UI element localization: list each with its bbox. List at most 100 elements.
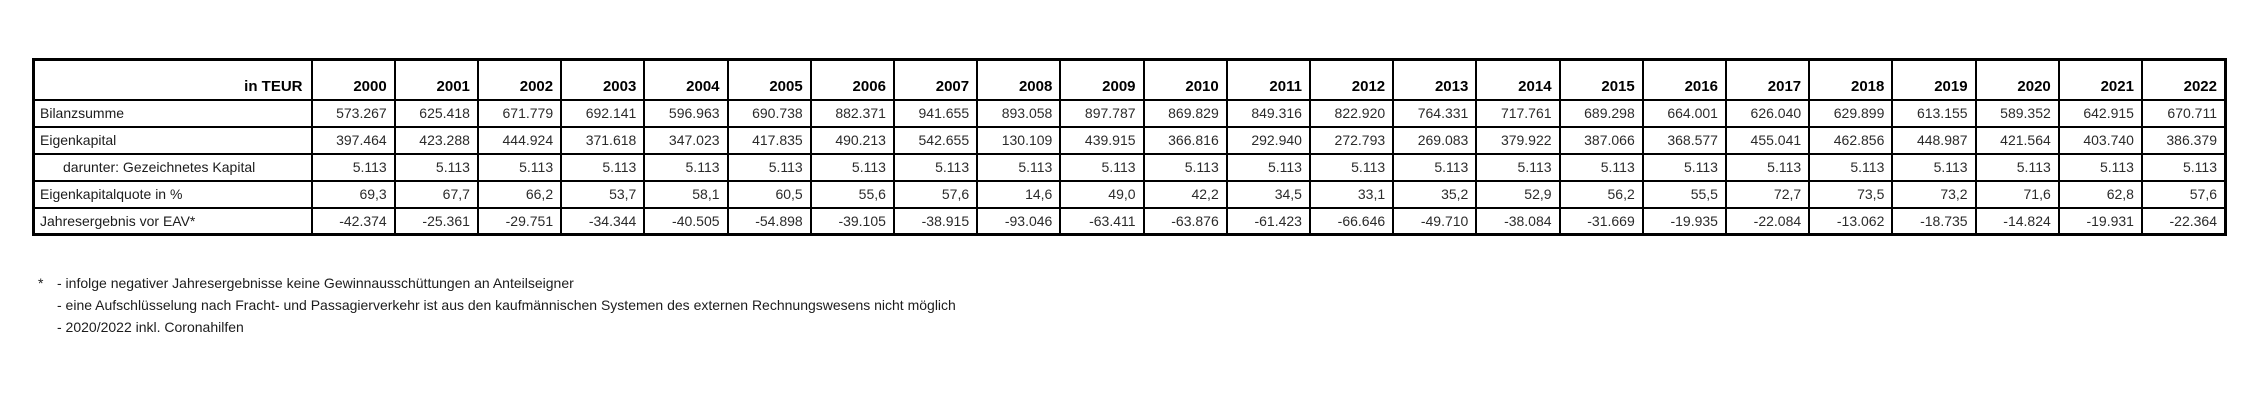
cell-gezeichnetes-kapital-2001: 5.113 [393, 152, 479, 182]
cell-gezeichnetes-kapital-2007: 5.113 [892, 152, 979, 182]
year-header-2015: 2015 [1558, 58, 1644, 101]
cell-bilanzsumme-2021: 642.915 [2057, 98, 2143, 128]
cell-bilanzsumme-2003: 692.141 [560, 98, 646, 128]
cell-gezeichnetes-kapital-2015: 5.113 [1558, 152, 1644, 182]
row-label-eigenkapitalquote: Eigenkapitalquote in % [32, 179, 313, 209]
cell-bilanzsumme-2000: 573.267 [310, 98, 396, 128]
cell-gezeichnetes-kapital-2020: 5.113 [1974, 152, 2060, 182]
year-header-2003: 2003 [560, 58, 646, 101]
cell-eigenkapital-2016: 368.577 [1641, 125, 1727, 155]
cell-eigenkapitalquote-2018: 73,5 [1808, 179, 1894, 209]
cell-gezeichnetes-kapital-2003: 5.113 [560, 152, 646, 182]
year-header-2011: 2011 [1225, 58, 1311, 101]
cell-jahresergebnis-2020: -14.824 [1974, 206, 2060, 236]
cell-eigenkapitalquote-2019: 73,2 [1891, 179, 1977, 209]
cell-eigenkapital-2007: 542.655 [892, 125, 979, 155]
cell-eigenkapital-2021: 403.740 [2057, 125, 2143, 155]
table-row-eigenkapital: Eigenkapital 397.464 423.288 444.924 371.618… [32, 125, 2227, 155]
cell-eigenkapital-2009: 439.915 [1059, 125, 1145, 155]
row-label-bilanzsumme: Bilanzsumme [32, 98, 313, 128]
cell-eigenkapital-2002: 444.924 [476, 125, 563, 155]
cell-bilanzsumme-2016: 664.001 [1641, 98, 1727, 128]
cell-gezeichnetes-kapital-2022: 5.113 [2140, 152, 2227, 182]
cell-eigenkapitalquote-2015: 56,2 [1558, 179, 1644, 209]
cell-eigenkapitalquote-2010: 42,2 [1142, 179, 1228, 209]
cell-eigenkapital-2005: 417.835 [726, 125, 812, 155]
cell-jahresergebnis-2011: -61.423 [1225, 206, 1311, 236]
cell-jahresergebnis-2016: -19.935 [1641, 206, 1727, 236]
footnote-line-2: - eine Aufschlüsselung nach Fracht- und … [57, 297, 956, 313]
cell-bilanzsumme-2010: 869.829 [1142, 98, 1228, 128]
cell-gezeichnetes-kapital-2016: 5.113 [1641, 152, 1727, 182]
cell-jahresergebnis-2018: -13.062 [1808, 206, 1894, 236]
cell-jahresergebnis-2002: -29.751 [476, 206, 563, 236]
footnote-asterisk-marker: * [38, 275, 44, 291]
cell-eigenkapital-2020: 421.564 [1974, 125, 2060, 155]
cell-bilanzsumme-2014: 717.761 [1475, 98, 1561, 128]
year-header-2019: 2019 [1891, 58, 1977, 101]
cell-bilanzsumme-2006: 882.371 [809, 98, 895, 128]
cell-gezeichnetes-kapital-2005: 5.113 [726, 152, 812, 182]
cell-eigenkapitalquote-2013: 35,2 [1392, 179, 1478, 209]
unit-header-cell: in TEUR [32, 58, 313, 101]
year-header-2022: 2022 [2140, 58, 2227, 101]
cell-bilanzsumme-2022: 670.711 [2140, 98, 2227, 128]
year-header-2002: 2002 [476, 58, 563, 101]
cell-jahresergebnis-2000: -42.374 [310, 206, 396, 236]
cell-jahresergebnis-2003: -34.344 [560, 206, 646, 236]
footnotes-block: * - infolge negativer Jahresergebnisse k… [38, 272, 956, 338]
cell-bilanzsumme-2007: 941.655 [892, 98, 979, 128]
year-header-2008: 2008 [976, 58, 1062, 101]
cell-bilanzsumme-2013: 764.331 [1392, 98, 1478, 128]
cell-bilanzsumme-2017: 626.040 [1724, 98, 1811, 128]
cell-bilanzsumme-2009: 897.787 [1059, 98, 1145, 128]
cell-jahresergebnis-2012: -66.646 [1308, 206, 1395, 236]
cell-gezeichnetes-kapital-2018: 5.113 [1808, 152, 1894, 182]
year-header-2006: 2006 [809, 58, 895, 101]
cell-bilanzsumme-2011: 849.316 [1225, 98, 1311, 128]
cell-gezeichnetes-kapital-2006: 5.113 [809, 152, 895, 182]
cell-eigenkapital-2008: 130.109 [976, 125, 1062, 155]
cell-jahresergebnis-2001: -25.361 [393, 206, 479, 236]
cell-gezeichnetes-kapital-2009: 5.113 [1059, 152, 1145, 182]
cell-bilanzsumme-2020: 589.352 [1974, 98, 2060, 128]
footnote-row: * - infolge negativer Jahresergebnisse k… [38, 272, 956, 338]
cell-eigenkapitalquote-2012: 33,1 [1308, 179, 1395, 209]
cell-bilanzsumme-2019: 613.155 [1891, 98, 1977, 128]
cell-eigenkapital-2013: 269.083 [1392, 125, 1478, 155]
cell-eigenkapitalquote-2021: 62,8 [2057, 179, 2143, 209]
cell-eigenkapitalquote-2003: 53,7 [560, 179, 646, 209]
cell-eigenkapitalquote-2014: 52,9 [1475, 179, 1561, 209]
cell-eigenkapital-2019: 448.987 [1891, 125, 1977, 155]
table-row-jahresergebnis: Jahresergebnis vor EAV* -42.374 -25.361 -29… [32, 206, 2227, 236]
cell-eigenkapital-2022: 386.379 [2140, 125, 2227, 155]
year-header-2016: 2016 [1641, 58, 1727, 101]
cell-bilanzsumme-2018: 629.899 [1808, 98, 1894, 128]
financial-table-container: in TEUR 2000 2001 2002 2003 2004 2005 2006 2007… [32, 58, 2227, 236]
row-label-gezeichnetes-kapital: darunter: Gezeichnetes Kapital [32, 152, 313, 182]
cell-gezeichnetes-kapital-2008: 5.113 [976, 152, 1062, 182]
cell-jahresergebnis-2006: -39.105 [809, 206, 895, 236]
footnote-line-1: - infolge negativer Jahresergebnisse kei… [57, 275, 574, 291]
cell-jahresergebnis-2009: -63.411 [1059, 206, 1145, 236]
cell-gezeichnetes-kapital-2002: 5.113 [476, 152, 563, 182]
year-header-2004: 2004 [643, 58, 729, 101]
cell-jahresergebnis-2004: -40.505 [643, 206, 729, 236]
cell-gezeichnetes-kapital-2000: 5.113 [310, 152, 396, 182]
cell-gezeichnetes-kapital-2010: 5.113 [1142, 152, 1228, 182]
cell-eigenkapitalquote-2002: 66,2 [476, 179, 563, 209]
cell-eigenkapital-2001: 423.288 [393, 125, 479, 155]
year-header-2020: 2020 [1974, 58, 2060, 101]
cell-gezeichnetes-kapital-2011: 5.113 [1225, 152, 1311, 182]
year-header-2021: 2021 [2057, 58, 2143, 101]
table-row-bilanzsumme: Bilanzsumme 573.267 625.418 671.779 692.141 5… [32, 98, 2227, 128]
year-header-2005: 2005 [726, 58, 812, 101]
cell-jahresergebnis-2007: -38.915 [892, 206, 979, 236]
cell-gezeichnetes-kapital-2012: 5.113 [1308, 152, 1395, 182]
cell-eigenkapital-2000: 397.464 [310, 125, 396, 155]
cell-jahresergebnis-2019: -18.735 [1891, 206, 1977, 236]
cell-jahresergebnis-2013: -49.710 [1392, 206, 1478, 236]
cell-bilanzsumme-2012: 822.920 [1308, 98, 1395, 128]
table-header-row: in TEUR 2000 2001 2002 2003 2004 2005 2006 2007… [32, 58, 2227, 101]
year-header-2013: 2013 [1392, 58, 1478, 101]
